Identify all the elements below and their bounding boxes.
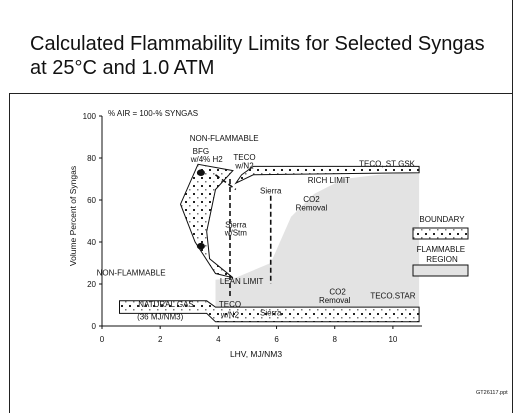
annotation-label: NON-FLAMMABLE: [97, 269, 166, 278]
x-tick-label: 0: [100, 335, 105, 344]
y-axis-label: Volume Percent of Syngas: [68, 166, 78, 266]
y-ticks: 0 20 40 60 80 100: [83, 112, 102, 331]
annotation-label: Sierra: [260, 187, 282, 196]
annotation-label: CO2: [329, 288, 346, 297]
annotation-label: (36 MJ/NM3): [137, 313, 184, 322]
limit-line: [214, 174, 237, 191]
legend-boundary-label: BOUNDARY: [419, 215, 465, 224]
slide-frame-left: [9, 93, 10, 413]
legend-flammable-line-1: FLAMMABLE: [417, 245, 465, 254]
annotation-label: Removal: [296, 204, 328, 213]
rich-limit-band: [234, 165, 420, 185]
annotation-label: w/Stm: [224, 229, 248, 238]
markers: [196, 169, 205, 250]
legend-flammable-swatch: [412, 264, 469, 277]
annotation-label: NATURAL GAS: [138, 300, 194, 309]
marker-point: [196, 242, 205, 250]
y-tick-label: 20: [87, 280, 96, 289]
x-tick-label: 8: [333, 335, 338, 344]
left-boundary-band: [179, 163, 234, 279]
x-tick-label: 10: [388, 335, 397, 344]
annotation-label: RICH LIMIT: [308, 176, 350, 185]
annotation-label: TECO, ST GSK: [359, 159, 416, 168]
annotation-label: TECO.STAR: [370, 292, 415, 301]
y-tick-label: 40: [87, 238, 96, 247]
legend-flammable-label: FLAMMABLE REGION: [417, 245, 468, 264]
marker-point: [196, 169, 205, 176]
plot-region: [119, 163, 420, 323]
title-divider: [9, 93, 513, 94]
y-tick-label: 0: [92, 322, 97, 331]
annotation-label: NON-FLAMMABLE: [190, 134, 259, 143]
annotation-label: w/N2: [220, 311, 240, 320]
x-tick-label: 4: [216, 335, 221, 344]
limit-lines: [214, 174, 272, 297]
annotation-label: CO2: [303, 195, 320, 204]
annotation-label: TECO: [219, 300, 241, 309]
y-tick-label: 100: [83, 112, 97, 121]
y-tick-label: 60: [87, 196, 96, 205]
annotation-label: w/N2: [234, 162, 254, 171]
annotation-label: TECO: [233, 153, 255, 162]
x-ticks: 0 2 4 6 8 10: [100, 326, 398, 344]
x-tick-label: 2: [158, 335, 163, 344]
footer-code: GT26117.ppt: [476, 390, 508, 396]
x-axis-label: LHV, MJ/NM3: [230, 349, 282, 359]
annotation-label: Sierra: [225, 220, 247, 229]
x-tick-label: 6: [274, 335, 279, 344]
axes: 0 2 4 6 8 10 0 20 40 60 80 100 % AIR = 100-% SYNGA…: [68, 109, 422, 359]
slide-title: Calculated Flammability Limits for Selec…: [30, 33, 485, 79]
corner-note: % AIR = 100-% SYNGAS: [108, 109, 198, 118]
flammable-region: [215, 172, 420, 314]
legend-boundary-swatch: [412, 227, 469, 240]
annotation-label: Removal: [319, 296, 351, 305]
legend: BOUNDARY FLAMMABLE REGION: [412, 215, 469, 277]
annotation-label: BFG: [193, 147, 209, 156]
annotation-label: LEAN LIMIT: [220, 277, 264, 286]
y-tick-label: 80: [87, 154, 96, 163]
annotation-label: Sierra: [260, 309, 282, 318]
lean-limit-band: [119, 300, 420, 323]
legend-flammable-line-2: REGION: [426, 255, 458, 264]
annotation-label: w/4% H2: [190, 155, 224, 164]
